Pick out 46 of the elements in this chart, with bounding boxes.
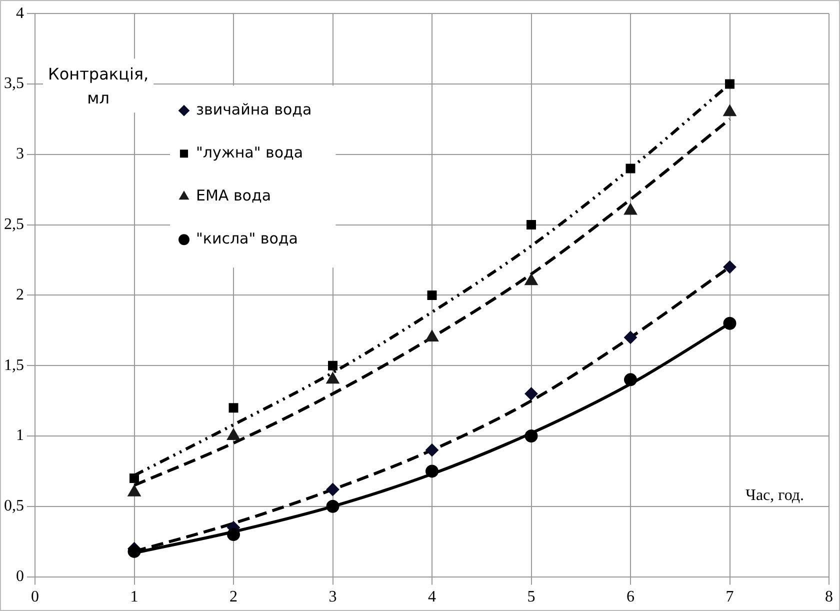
legend-label: ЕМА вода <box>196 186 272 204</box>
point <box>626 164 636 174</box>
y-tick-label: 0 <box>16 568 24 586</box>
x-tick-label: 4 <box>428 588 436 606</box>
x-tick-label: 3 <box>328 588 337 606</box>
y-tick-label: 3,5 <box>4 75 24 92</box>
point <box>624 203 638 215</box>
legend-label: звичайна вода <box>196 100 312 118</box>
point <box>326 500 340 513</box>
x-tick-label: 2 <box>230 588 238 606</box>
x-tick-label: 5 <box>527 588 536 606</box>
x-tick-label: 1 <box>130 588 138 606</box>
x-tick-label: 0 <box>31 588 39 606</box>
point <box>524 274 538 286</box>
x-tick-label: 8 <box>825 588 833 606</box>
point <box>526 220 536 230</box>
point <box>328 360 338 370</box>
point <box>524 387 538 400</box>
point <box>130 474 139 483</box>
y-axis-title: Контракція, мл <box>48 64 149 108</box>
point <box>723 260 736 274</box>
x-tick-label: 7 <box>726 588 734 606</box>
x-axis-title: Час, год. <box>746 486 804 504</box>
point <box>426 444 438 457</box>
y-tick-label: 3 <box>16 146 24 163</box>
point <box>725 79 734 89</box>
legend-label: "лужна" вода <box>196 143 304 162</box>
point <box>128 544 141 558</box>
point <box>723 316 736 330</box>
y-tick-label: 2 <box>16 286 24 304</box>
point <box>624 330 637 344</box>
y-tick-label: 1,5 <box>4 356 24 374</box>
y-tick-label: 2,5 <box>4 216 24 234</box>
point <box>723 104 736 116</box>
legend-label: "кисла" вода <box>196 229 298 248</box>
point <box>228 403 238 413</box>
y-tick-label: 1 <box>16 427 24 444</box>
point <box>426 464 438 478</box>
point <box>624 373 637 386</box>
y-tick-label: 0,5 <box>4 498 24 515</box>
point <box>326 483 340 496</box>
point <box>427 290 437 300</box>
x-tick-label: 6 <box>626 588 634 606</box>
point <box>524 430 538 442</box>
point <box>227 528 240 542</box>
y-tick-label: 4 <box>16 4 24 22</box>
